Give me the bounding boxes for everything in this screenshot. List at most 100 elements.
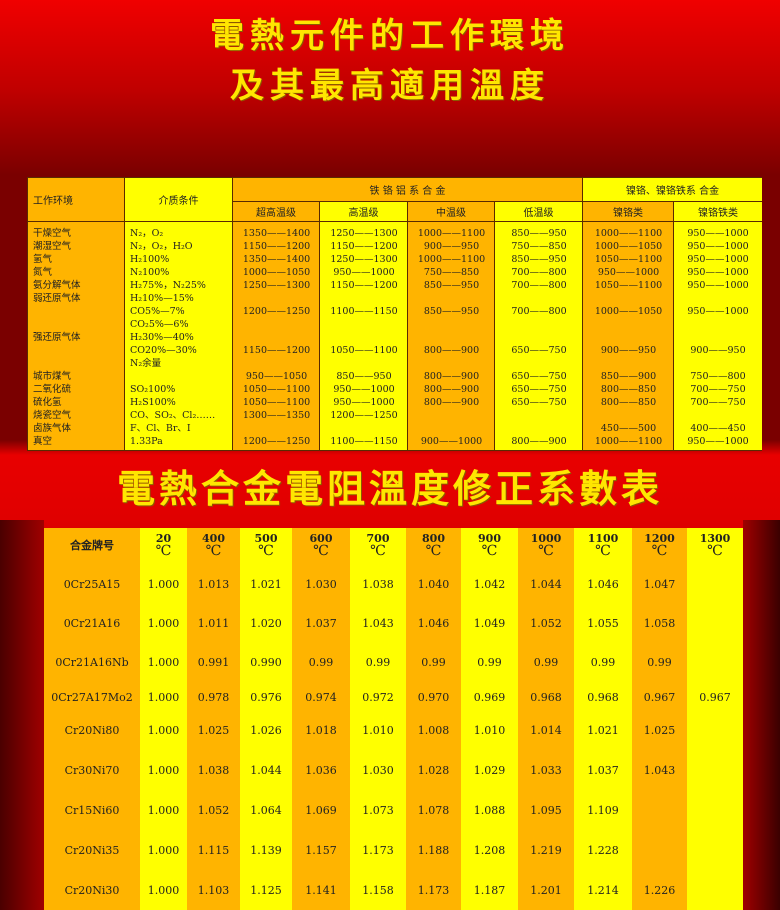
coefficient-value: 1.040	[417, 578, 450, 591]
coefficient-value: 1.173	[362, 844, 394, 857]
temperature-range: 1150——1200	[242, 345, 311, 356]
coefficient-value: 1.037	[305, 617, 337, 630]
table-column	[406, 528, 461, 910]
coefficient-value: 1.043	[362, 617, 394, 630]
page-title-line1: 電熱元件的工作環境	[210, 16, 570, 56]
coefficient-value: 1.037	[587, 764, 619, 777]
header-temperature: 800 ℃	[406, 532, 461, 558]
resistance-temperature-coefficient-table: 合金牌号 20 ℃ 400 ℃ 500 ℃ 600 ℃ 700 ℃ 800 ℃ 900 ℃ 1000 ℃ 1100…	[44, 528, 743, 910]
temperature-range: 700——800	[511, 267, 567, 278]
coefficient-value: 1.029	[473, 764, 506, 777]
medium-condition: N₂，O₂，H₂O	[130, 241, 193, 252]
coefficient-value: 1.033	[530, 764, 562, 777]
coefficient-value: 1.073	[362, 804, 394, 817]
subheader: 超高温级	[233, 202, 320, 222]
coefficient-value: 1.125	[250, 884, 282, 897]
coefficient-value: 1.173	[417, 884, 450, 897]
temperature-range: 700——800	[511, 306, 567, 317]
coefficient-value: 0.99	[590, 656, 616, 669]
subheader: 低温级	[495, 202, 583, 222]
temperature-range: 950——1000	[333, 384, 395, 395]
coefficient-value: 1.025	[643, 724, 676, 737]
coefficient-value: 1.046	[417, 617, 450, 630]
coefficient-value: 1.043	[643, 764, 676, 777]
environment-name: 硫化氢	[33, 397, 62, 408]
temperature-range: 1000——1050	[242, 267, 311, 278]
coefficient-value: 1.095	[530, 804, 562, 817]
coefficient-value: 0.99	[365, 656, 391, 669]
temperature-value: 500	[254, 532, 278, 545]
celsius-unit: ℃	[481, 543, 498, 559]
temperature-value: 800	[422, 532, 445, 545]
temperature-range: 1150——1200	[330, 280, 398, 291]
coefficient-value: 1.000	[147, 764, 180, 777]
temperature-range: 1050——1100	[594, 280, 663, 291]
coefficient-value: 1.228	[587, 844, 619, 857]
table-line: 氮气 N₂100% 1000——1050 950——1000 750——850 700——…	[28, 266, 761, 279]
temperature-range: 850——950	[423, 306, 480, 317]
alloy-name: Cr30Ni70	[64, 764, 120, 777]
coefficient-value: 1.219	[530, 844, 562, 857]
header-fecral-alloy-group: 铁 铬 铝 系 合 金	[233, 178, 583, 202]
header-alloy-grade: 合金牌号	[70, 539, 114, 552]
coefficient-value: 1.000	[147, 691, 180, 704]
temperature-value: 400	[202, 532, 225, 545]
coefficient-value: 1.000	[147, 724, 180, 737]
table-column	[140, 528, 187, 910]
temperature-range: 700——800	[511, 280, 567, 291]
alloy-name: Cr15Ni60	[64, 804, 120, 817]
temperature-range: 1000——1100	[417, 228, 486, 239]
environment-name: 氮气	[33, 267, 53, 278]
temperature-range: 1350——1400	[242, 228, 311, 239]
table-line: 干燥空气 N₂，O₂ 1350——1400 1250——1300 1000——1100 8…	[28, 227, 761, 240]
temperature-range: 1100——1150	[330, 306, 398, 317]
temperature-value: 1300	[699, 532, 731, 545]
temperature-range: 1050——1100	[594, 254, 663, 265]
celsius-unit: ℃	[370, 543, 386, 559]
coefficient-value: 1.030	[305, 578, 337, 591]
coefficient-table-title: 電熱合金電阻溫度修正系數表	[116, 466, 663, 511]
temperature-range: 950——1050	[245, 371, 308, 382]
coefficient-value: 0.968	[530, 691, 562, 704]
page-title-line2: 及其最高適用溫度	[230, 66, 550, 106]
alloy-name: 0Cr21A16	[63, 617, 121, 630]
coefficient-value: 1.010	[473, 724, 506, 737]
table-column	[44, 528, 140, 910]
temperature-range: 800——900	[423, 371, 480, 382]
table-line: CO5%—7% 1200——1250 1100——1150 850——950 700——…	[28, 305, 761, 318]
medium-condition: N₂100%	[130, 267, 170, 278]
temperature-range: 1300——1350	[242, 410, 311, 421]
celsius-unit: ℃	[707, 543, 723, 559]
temperature-range: 700——750	[690, 384, 746, 395]
coefficient-value: 1.187	[473, 884, 506, 897]
temperature-range: 950——1000	[597, 267, 660, 278]
coefficient-value: 0.969	[473, 691, 506, 704]
temperature-range: 750——800	[690, 371, 746, 382]
coefficient-value: 1.000	[147, 617, 180, 630]
temperature-range: 800——900	[423, 397, 480, 408]
coefficient-value: 1.208	[473, 844, 506, 857]
temperature-range: 950——1000	[687, 228, 749, 239]
temperature-range: 950——1000	[687, 241, 749, 252]
temperature-range: 850——950	[511, 254, 567, 265]
environment-name: 真空	[33, 436, 53, 447]
header-temperature: 1300 ℃	[687, 532, 743, 558]
temperature-range: 650——750	[511, 345, 567, 356]
table-column	[233, 178, 320, 450]
alloy-name: 0Cr25A15	[63, 578, 121, 591]
coefficient-value: 1.038	[197, 764, 230, 777]
temperature-range: 1000——1100	[594, 436, 663, 447]
coefficient-value: 1.201	[530, 884, 562, 897]
coefficient-value: 1.000	[147, 804, 180, 817]
temperature-range: 1050——1100	[242, 384, 311, 395]
medium-condition: N₂余量	[130, 358, 162, 369]
coefficient-value: 1.044	[530, 578, 562, 591]
medium-condition: SO₂100%	[130, 384, 176, 395]
coefficient-value: 1.103	[197, 884, 230, 897]
header-temperature: 400 ℃	[187, 532, 240, 558]
alloy-name: 0Cr27A17Mo2	[51, 691, 133, 704]
medium-condition: H₂S100%	[130, 397, 176, 408]
header-temperature: 20 ℃	[140, 532, 187, 558]
table-line: 真空 1.33Pa 1200——1250 1100——1150 900——1000 800…	[28, 435, 761, 448]
coefficient-value: 1.018	[305, 724, 337, 737]
